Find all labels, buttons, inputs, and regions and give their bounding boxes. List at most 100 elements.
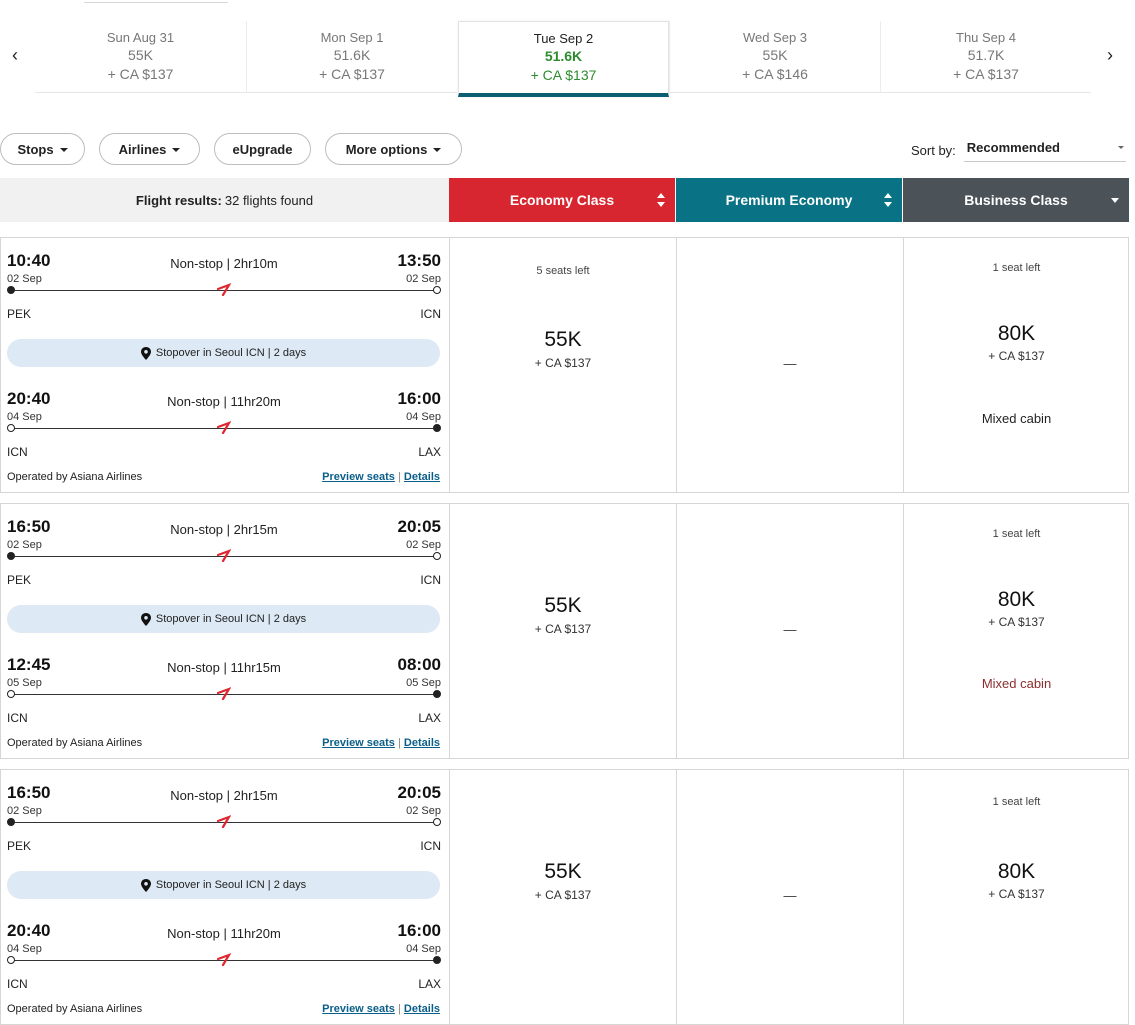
departure-date: 05 Sep [7, 677, 42, 689]
arrival-airport: ICN [420, 573, 441, 587]
chevron-left-icon[interactable]: ‹ [5, 43, 25, 67]
segment-return: Non-stop | 11hr15m 12:45 08:00 05 Sep 05… [7, 655, 441, 737]
price-tax: + CA $137 [904, 615, 1129, 629]
price-miles: 55K [450, 594, 676, 618]
details-link[interactable]: Details [404, 471, 440, 483]
arrival-date: 04 Sep [406, 411, 441, 423]
sort-value: Recommended [967, 140, 1060, 155]
premium-price-cell: — [677, 238, 904, 492]
arrival-date: 02 Sep [406, 273, 441, 285]
eupgrade-label: eUpgrade [233, 142, 293, 157]
price-tax: + CA $137 [904, 887, 1129, 901]
stopover-text: Stopover in Seoul ICN | 2 days [156, 613, 306, 625]
date-miles: 51.6K [459, 47, 668, 66]
details-link[interactable]: Details [404, 737, 440, 749]
date-miles: 55K [670, 46, 880, 65]
flight-card: Non-stop | 2hr15m 16:50 20:05 02 Sep 02 … [0, 769, 1129, 1025]
preview-seats-link[interactable]: Preview seats [322, 471, 395, 483]
segment-duration: Non-stop | 11hr15m [7, 660, 441, 675]
date-tax: + CA $146 [670, 65, 880, 83]
business-price-cell[interactable]: 1 seat left 80K + CA $137 Mixed cabin [904, 238, 1129, 492]
premium-economy-tab[interactable]: Premium Economy [676, 178, 902, 222]
seats-left: 1 seat left [904, 262, 1129, 274]
flight-links: Preview seats | Details [322, 1003, 440, 1015]
preview-seats-link[interactable]: Preview seats [322, 737, 395, 749]
segment-outbound: Non-stop | 2hr10m 10:40 13:50 02 Sep 02 … [7, 251, 441, 333]
stops-filter-button[interactable]: Stops [0, 133, 85, 165]
date-cell-sep2-selected[interactable]: Tue Sep 2 51.6K + CA $137 [458, 21, 669, 97]
business-class-tab[interactable]: Business Class [903, 178, 1129, 222]
economy-class-tab[interactable]: Economy Class [449, 178, 675, 222]
airline-logo-icon [217, 548, 231, 562]
operated-by: Operated by Asiana Airlines [7, 737, 142, 749]
business-price-cell[interactable]: 1 seat left 80K + CA $137 Mixed cabin [904, 504, 1129, 758]
business-price-cell[interactable]: 1 seat left 80K + CA $137 [904, 770, 1129, 1024]
airlines-label: Airlines [119, 142, 167, 157]
date-tax: + CA $137 [459, 66, 668, 84]
caret-down-icon [172, 148, 180, 152]
departure-airport: ICN [7, 711, 28, 725]
destination-dot [433, 552, 441, 560]
details-link[interactable]: Details [404, 1003, 440, 1015]
sort-arrows-icon [657, 193, 665, 207]
date-cell-sep1[interactable]: Mon Sep 1 51.6K + CA $137 [246, 21, 457, 93]
stopover-text: Stopover in Seoul ICN | 2 days [156, 347, 306, 359]
destination-dot [433, 286, 441, 294]
departure-airport: ICN [7, 445, 28, 459]
economy-price-cell[interactable]: 5 seats left 55K + CA $137 [450, 238, 677, 492]
business-class-label: Business Class [964, 192, 1068, 208]
more-options-button[interactable]: More options [325, 133, 462, 165]
preview-seats-link[interactable]: Preview seats [322, 1003, 395, 1015]
seats-left: 5 seats left [450, 265, 676, 277]
arrival-time: 13:50 [398, 251, 441, 271]
economy-price-cell[interactable]: 55K + CA $137 [450, 770, 677, 1024]
date-miles: 51.6K [247, 46, 457, 65]
results-count: 32 flights found [225, 193, 313, 208]
airline-logo-icon [217, 814, 231, 828]
arrival-airport: ICN [420, 839, 441, 853]
departure-date: 02 Sep [7, 805, 42, 817]
departure-time: 16:50 [7, 517, 50, 537]
location-pin-icon [141, 347, 151, 360]
flight-card: Non-stop | 2hr10m 10:40 13:50 02 Sep 02 … [0, 237, 1129, 493]
origin-dot [7, 818, 15, 826]
chevron-right-icon[interactable]: › [1100, 43, 1120, 67]
arrival-airport: LAX [418, 977, 441, 991]
date-label: Mon Sep 1 [247, 30, 457, 46]
price-miles: 80K [904, 860, 1129, 884]
airlines-filter-button[interactable]: Airlines [99, 133, 200, 165]
seats-left: 1 seat left [904, 796, 1129, 808]
sort-select[interactable]: Recommended [964, 138, 1126, 162]
flight-segments: Non-stop | 2hr15m 16:50 20:05 02 Sep 02 … [1, 770, 450, 1024]
destination-dot [433, 690, 441, 698]
sort-control: Sort by: Recommended [911, 138, 1126, 162]
arrival-date: 04 Sep [406, 943, 441, 955]
date-miles: 55K [35, 46, 246, 65]
economy-price-cell[interactable]: 55K + CA $137 [450, 504, 677, 758]
sort-arrows-icon [884, 193, 892, 207]
airline-logo-icon [217, 952, 231, 966]
segment-duration: Non-stop | 11hr20m [7, 394, 441, 409]
eupgrade-filter-button[interactable]: eUpgrade [214, 133, 311, 165]
origin-dot [7, 424, 15, 432]
date-strip: ‹ Sun Aug 31 55K + CA $137 Mon Sep 1 51.… [0, 21, 1135, 97]
date-cell-sep3[interactable]: Wed Sep 3 55K + CA $146 [669, 21, 880, 93]
departure-date: 04 Sep [7, 411, 42, 423]
more-options-label: More options [346, 142, 428, 157]
segment-duration: Non-stop | 2hr15m [7, 788, 441, 803]
location-pin-icon [141, 613, 151, 626]
price-miles: 80K [904, 588, 1129, 612]
segment-duration: Non-stop | 2hr10m [7, 256, 441, 271]
date-cell-sep4[interactable]: Thu Sep 4 51.7K + CA $137 [880, 21, 1091, 93]
departure-time: 20:40 [7, 921, 50, 941]
segment-outbound: Non-stop | 2hr15m 16:50 20:05 02 Sep 02 … [7, 517, 441, 599]
price-miles: 55K [450, 860, 676, 884]
origin-dot [7, 690, 15, 698]
flight-links: Preview seats | Details [322, 471, 440, 483]
arrival-time: 16:00 [398, 389, 441, 409]
departure-airport: PEK [7, 573, 31, 587]
date-cell-aug31[interactable]: Sun Aug 31 55K + CA $137 [35, 21, 246, 93]
stopover-banner: Stopover in Seoul ICN | 2 days [7, 871, 440, 899]
mixed-cabin-note: Mixed cabin [904, 411, 1129, 426]
operated-by: Operated by Asiana Airlines [7, 1003, 142, 1015]
